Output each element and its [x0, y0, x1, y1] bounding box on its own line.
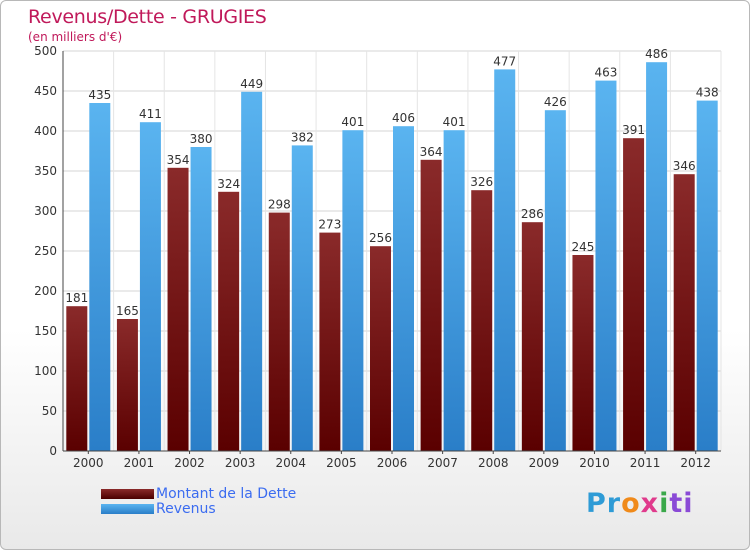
data-label-dette: 256 — [369, 231, 392, 245]
x-tick-label: 2012 — [680, 456, 711, 470]
data-label-dette: 364 — [420, 145, 443, 159]
legend-label-debt: Montant de la Dette — [156, 486, 297, 502]
x-tick-label: 2008 — [478, 456, 509, 470]
data-label-revenus: 449 — [240, 77, 263, 91]
bar-dette — [420, 159, 442, 452]
bar-revenus — [241, 91, 263, 452]
bar-dette — [116, 319, 138, 451]
y-tick-label: 500 — [34, 44, 57, 58]
data-label-dette: 273 — [318, 218, 341, 232]
y-tick-label: 50 — [42, 404, 57, 418]
x-tick-label: 2011 — [630, 456, 661, 470]
data-label-revenus: 401 — [443, 115, 466, 129]
x-tick-label: 2006 — [377, 456, 408, 470]
bar-revenus — [139, 122, 161, 451]
bar-revenus — [342, 130, 364, 451]
data-label-revenus: 406 — [392, 111, 415, 125]
bar-dette — [471, 190, 493, 451]
data-label-dette: 165 — [116, 304, 139, 318]
y-tick-label: 0 — [49, 444, 57, 458]
y-tick-label: 150 — [34, 324, 57, 338]
data-label-revenus: 438 — [696, 86, 719, 100]
bar-revenus — [393, 126, 414, 451]
x-tick-label: 2000 — [73, 456, 104, 470]
data-label-revenus: 380 — [190, 132, 213, 146]
data-label-revenus: 463 — [595, 66, 618, 80]
chart-subtitle: (en milliers d'€) — [28, 30, 123, 44]
y-tick-label: 200 — [34, 284, 57, 298]
bar-dette — [572, 255, 594, 451]
legend-swatch-revenus — [101, 504, 154, 514]
bar-dette — [268, 212, 290, 451]
data-label-dette: 354 — [167, 153, 190, 167]
y-tick-label: 450 — [34, 84, 57, 98]
bar-revenus — [89, 103, 111, 451]
bar-revenus — [190, 147, 212, 451]
data-label-dette: 286 — [521, 207, 544, 221]
data-label-dette: 326 — [470, 175, 493, 189]
data-label-revenus: 382 — [291, 130, 314, 144]
y-tick-label: 300 — [34, 204, 57, 218]
bar-revenus — [443, 130, 465, 451]
legend-swatch-debt — [101, 489, 154, 499]
bar-dette — [218, 191, 240, 452]
data-label-revenus: 477 — [493, 54, 516, 68]
data-label-revenus: 401 — [341, 115, 364, 129]
bar-dette — [167, 167, 189, 452]
bar-revenus — [646, 62, 668, 451]
y-tick-label: 400 — [34, 124, 57, 138]
y-tick-label: 250 — [34, 244, 57, 258]
data-label-dette: 324 — [217, 177, 240, 191]
x-tick-label: 2005 — [326, 456, 357, 470]
proxiti-logo: Proxiti — [586, 488, 694, 519]
bar-dette — [66, 306, 88, 451]
data-label-revenus: 486 — [645, 47, 668, 61]
bar-revenus — [595, 80, 617, 451]
data-label-dette: 346 — [673, 159, 696, 173]
x-tick-label: 2007 — [427, 456, 458, 470]
bar-revenus — [494, 69, 516, 452]
y-tick-label: 350 — [34, 164, 57, 178]
data-label-revenus: 426 — [544, 95, 567, 109]
x-tick-label: 2004 — [275, 456, 306, 470]
data-label-dette: 181 — [65, 291, 88, 305]
bar-dette — [623, 138, 645, 451]
data-label-dette: 391 — [622, 123, 645, 137]
legend-label-revenus: Revenus — [156, 501, 216, 517]
bar-dette — [319, 232, 341, 451]
x-tick-label: 2001 — [124, 456, 155, 470]
x-tick-label: 2003 — [225, 456, 256, 470]
data-label-dette: 245 — [572, 240, 595, 254]
bar-revenus — [291, 145, 313, 451]
bar-revenus — [696, 100, 718, 451]
bar-dette — [370, 246, 391, 451]
x-tick-label: 2009 — [529, 456, 560, 470]
bar-dette — [673, 174, 695, 451]
data-label-revenus: 411 — [139, 107, 162, 121]
bar-dette — [521, 222, 543, 451]
y-tick-label: 100 — [34, 364, 57, 378]
data-label-dette: 298 — [268, 198, 291, 212]
x-tick-label: 2010 — [579, 456, 610, 470]
x-tick-label: 2002 — [174, 456, 205, 470]
data-label-revenus: 435 — [88, 88, 111, 102]
chart-title: Revenus/Dette - GRUGIES — [28, 6, 267, 28]
bar-revenus — [544, 110, 566, 451]
